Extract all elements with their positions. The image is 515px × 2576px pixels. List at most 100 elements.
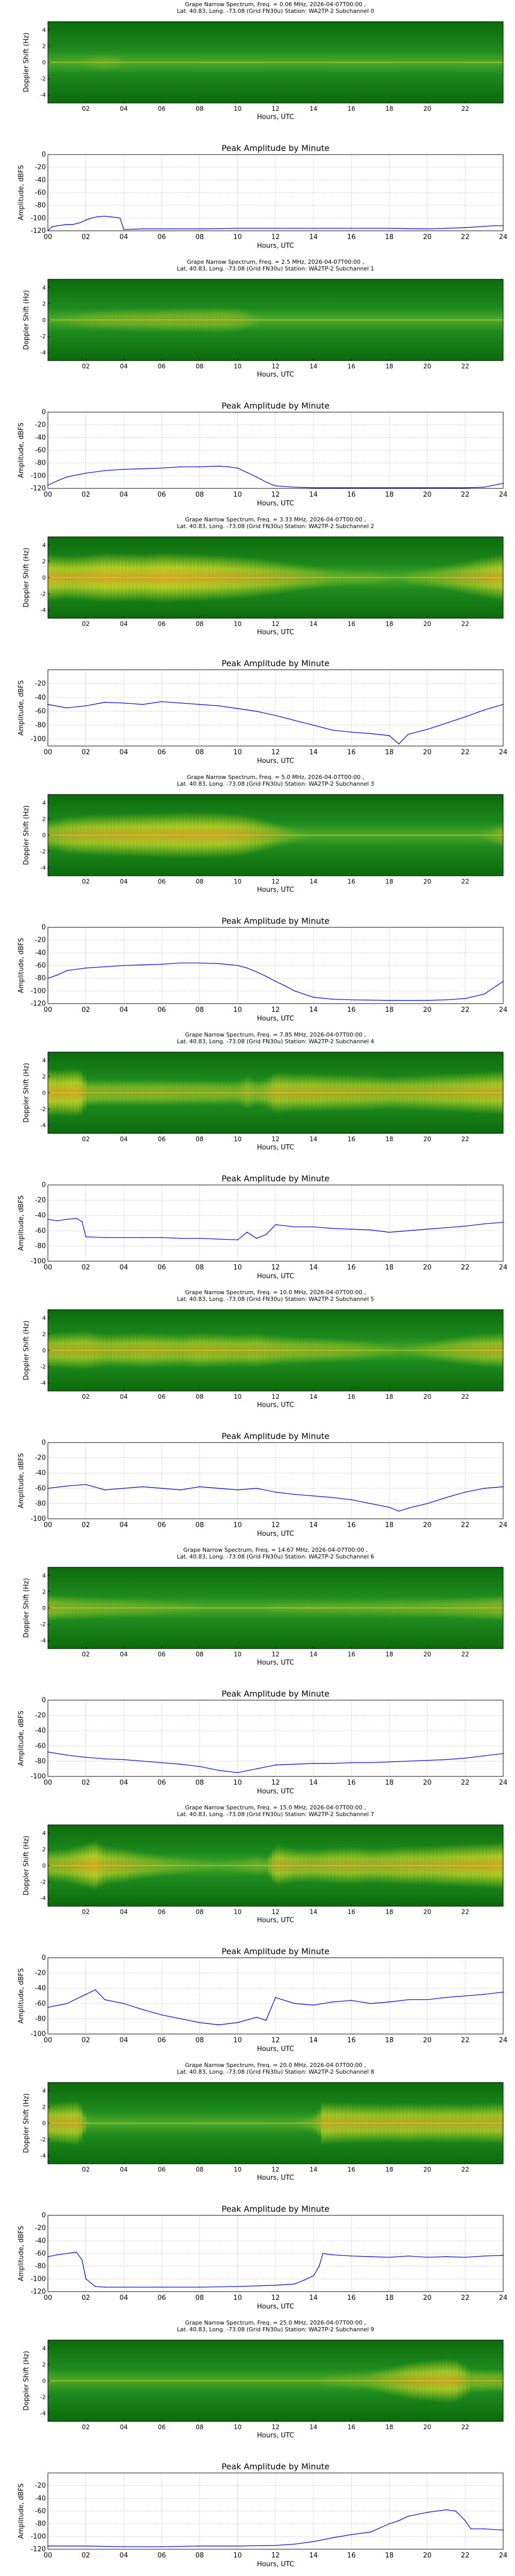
amplitude-data-point <box>275 1997 276 1998</box>
spectrogram-ytick-label: -2 <box>40 1621 46 1628</box>
amplitude-data-point <box>407 1507 409 1509</box>
spectrogram-xtick-label: 14 <box>310 2424 317 2431</box>
spectrogram-xtick-label: 12 <box>271 1136 279 1143</box>
spectrogram-xtick-label: 14 <box>310 1651 317 1658</box>
amplitude-data-point <box>426 1228 428 1230</box>
amplitude-xtick-label: 10 <box>233 491 242 499</box>
amplitude-data-point <box>332 1762 333 1764</box>
amplitude-title: Peak Amplitude by Minute <box>221 1689 330 1699</box>
amplitude-xtick-label: 14 <box>309 1006 318 1014</box>
amplitude-xtick-label: 08 <box>195 749 204 756</box>
amplitude-xtick-label: 06 <box>158 1521 166 1529</box>
amplitude-ytick-label: -100 <box>30 2030 46 2038</box>
amplitude-data-point <box>218 2024 219 2026</box>
amplitude-xtick-label: 12 <box>271 491 280 499</box>
amplitude-xtick-label: 24 <box>499 1264 508 1272</box>
spectrogram-xtick-label: 08 <box>196 1651 203 1658</box>
amplitude-data-point <box>66 1218 67 1220</box>
amplitude-xtick-label: 04 <box>119 1006 128 1014</box>
amplitude-data-point <box>351 1228 352 1230</box>
amplitude-data-point <box>389 2257 390 2258</box>
amplitude-data-point <box>78 223 79 224</box>
amplitude-data-point <box>199 1766 200 1767</box>
spectrogram-ytick-label: 4 <box>42 1572 46 1579</box>
spectrogram-xtick-label: 20 <box>423 2424 431 2431</box>
amplitude-data-point <box>313 228 314 229</box>
spectrogram-ytick-label: 2 <box>42 1331 46 1337</box>
amplitude-title: Peak Amplitude by Minute <box>221 1431 330 1441</box>
amplitude-xtick-label: 22 <box>461 1006 470 1014</box>
amplitude-data-point <box>465 998 466 999</box>
amplitude-xtick-label: 08 <box>195 1779 204 1787</box>
spectrogram-xtick-label: 12 <box>271 1651 279 1658</box>
amplitude-data-point <box>465 1492 466 1493</box>
amplitude-data-point <box>351 487 352 488</box>
spectrogram-xtick-label: 16 <box>348 105 355 112</box>
spectrogram-xtick-label: 02 <box>82 1136 90 1143</box>
amplitude-data-point <box>237 2286 238 2287</box>
amplitude-data-point <box>332 2001 333 2003</box>
amplitude-ytick-label: -80 <box>35 2015 46 2023</box>
spectrogram-ylabel: Doppler Shift (Hz) <box>23 2351 30 2411</box>
amplitude-ytick-label: -80 <box>35 202 46 210</box>
amplitude-title: Peak Amplitude by Minute <box>221 401 330 411</box>
amplitude-xlabel: Hours, UTC <box>257 1788 294 1795</box>
spectrogram-ytick-label: -2 <box>40 2394 46 2401</box>
amplitude-data-point <box>484 1755 485 1756</box>
amplitude-xtick-label: 22 <box>461 2552 470 2560</box>
amplitude-frame <box>47 1442 504 1519</box>
amplitude-chart: Peak Amplitude by Minute 00 02 04 06 08 10 12 14… <box>18 1689 507 1795</box>
amplitude-data-point <box>294 1494 295 1495</box>
amplitude-data-point <box>351 1499 352 1500</box>
amplitude-xtick-label: 04 <box>119 233 128 241</box>
amplitude-data-point <box>313 996 314 998</box>
amplitude-ytick-label: -40 <box>35 1727 46 1735</box>
amplitude-data-point <box>275 228 276 229</box>
amplitude-data-point <box>66 2003 67 2004</box>
amplitude-frame <box>47 412 504 489</box>
amplitude-xtick-label: 16 <box>347 749 356 756</box>
amplitude-data-point <box>426 2257 428 2258</box>
amplitude-data-point <box>313 1495 314 1497</box>
amplitude-xtick-label: 08 <box>195 2552 204 2560</box>
amplitude-xtick-label: 20 <box>423 2294 432 2302</box>
spectrogram-title: Grape Narrow Spectrum, Freq. = 5.0 MHz, … <box>187 774 364 781</box>
spectrogram-xtick-label: 04 <box>120 2424 128 2431</box>
amplitude-ytick-label: -20 <box>35 1454 46 1462</box>
amplitude-data-point <box>104 966 106 968</box>
amplitude-frame <box>47 2472 504 2550</box>
amplitude-data-point <box>484 1223 485 1225</box>
amplitude-xtick-label: 24 <box>499 1006 508 1014</box>
amplitude-data-point <box>237 467 238 469</box>
spectrogram-ytick-label: 0 <box>42 1090 46 1096</box>
amplitude-xtick-label: 04 <box>119 491 128 499</box>
spectrogram-ytick-label: -2 <box>40 76 46 82</box>
amplitude-data-point <box>426 1760 428 1761</box>
amplitude-data-point <box>91 217 92 219</box>
amplitude-data-point <box>389 2523 390 2524</box>
amplitude-data-point <box>370 733 371 734</box>
amplitude-xtick-label: 24 <box>499 491 508 499</box>
amplitude-xtick-label: 18 <box>385 1521 394 1529</box>
amplitude-data-point <box>465 487 466 488</box>
amplitude-xtick-label: 02 <box>81 1521 90 1529</box>
amplitude-data-point <box>115 217 117 218</box>
amplitude-xlabel: Hours, UTC <box>257 1530 294 1538</box>
amplitude-ylabel: Amplitude, dBFS <box>18 1195 25 1251</box>
panel-2: Grape Narrow Spectrum, Freq. = 3.33 MHz,… <box>18 516 507 765</box>
spectrogram-xtick-label: 04 <box>120 2166 128 2173</box>
spectrogram-xtick-label: 02 <box>82 2166 90 2173</box>
amplitude-ytick-label: -40 <box>35 949 46 957</box>
amplitude-chart: Peak Amplitude by Minute 00 02 04 06 08 10 12 14… <box>18 1431 507 1538</box>
amplitude-data-point <box>407 1999 409 2001</box>
spectrogram-xlabel: Hours, UTC <box>257 629 294 636</box>
amplitude-data-point <box>161 2014 162 2015</box>
amplitude-data-point <box>389 228 390 229</box>
amplitude-data-point <box>265 2020 267 2021</box>
amplitude-data-point <box>104 215 106 217</box>
amplitude-xtick-label: 16 <box>347 2552 356 2560</box>
amplitude-data-point <box>322 2253 323 2254</box>
amplitude-ytick-label: -20 <box>35 1712 46 1720</box>
spectrogram-ytick-label: 0 <box>42 2378 46 2384</box>
amplitude-data-point <box>370 1229 371 1231</box>
